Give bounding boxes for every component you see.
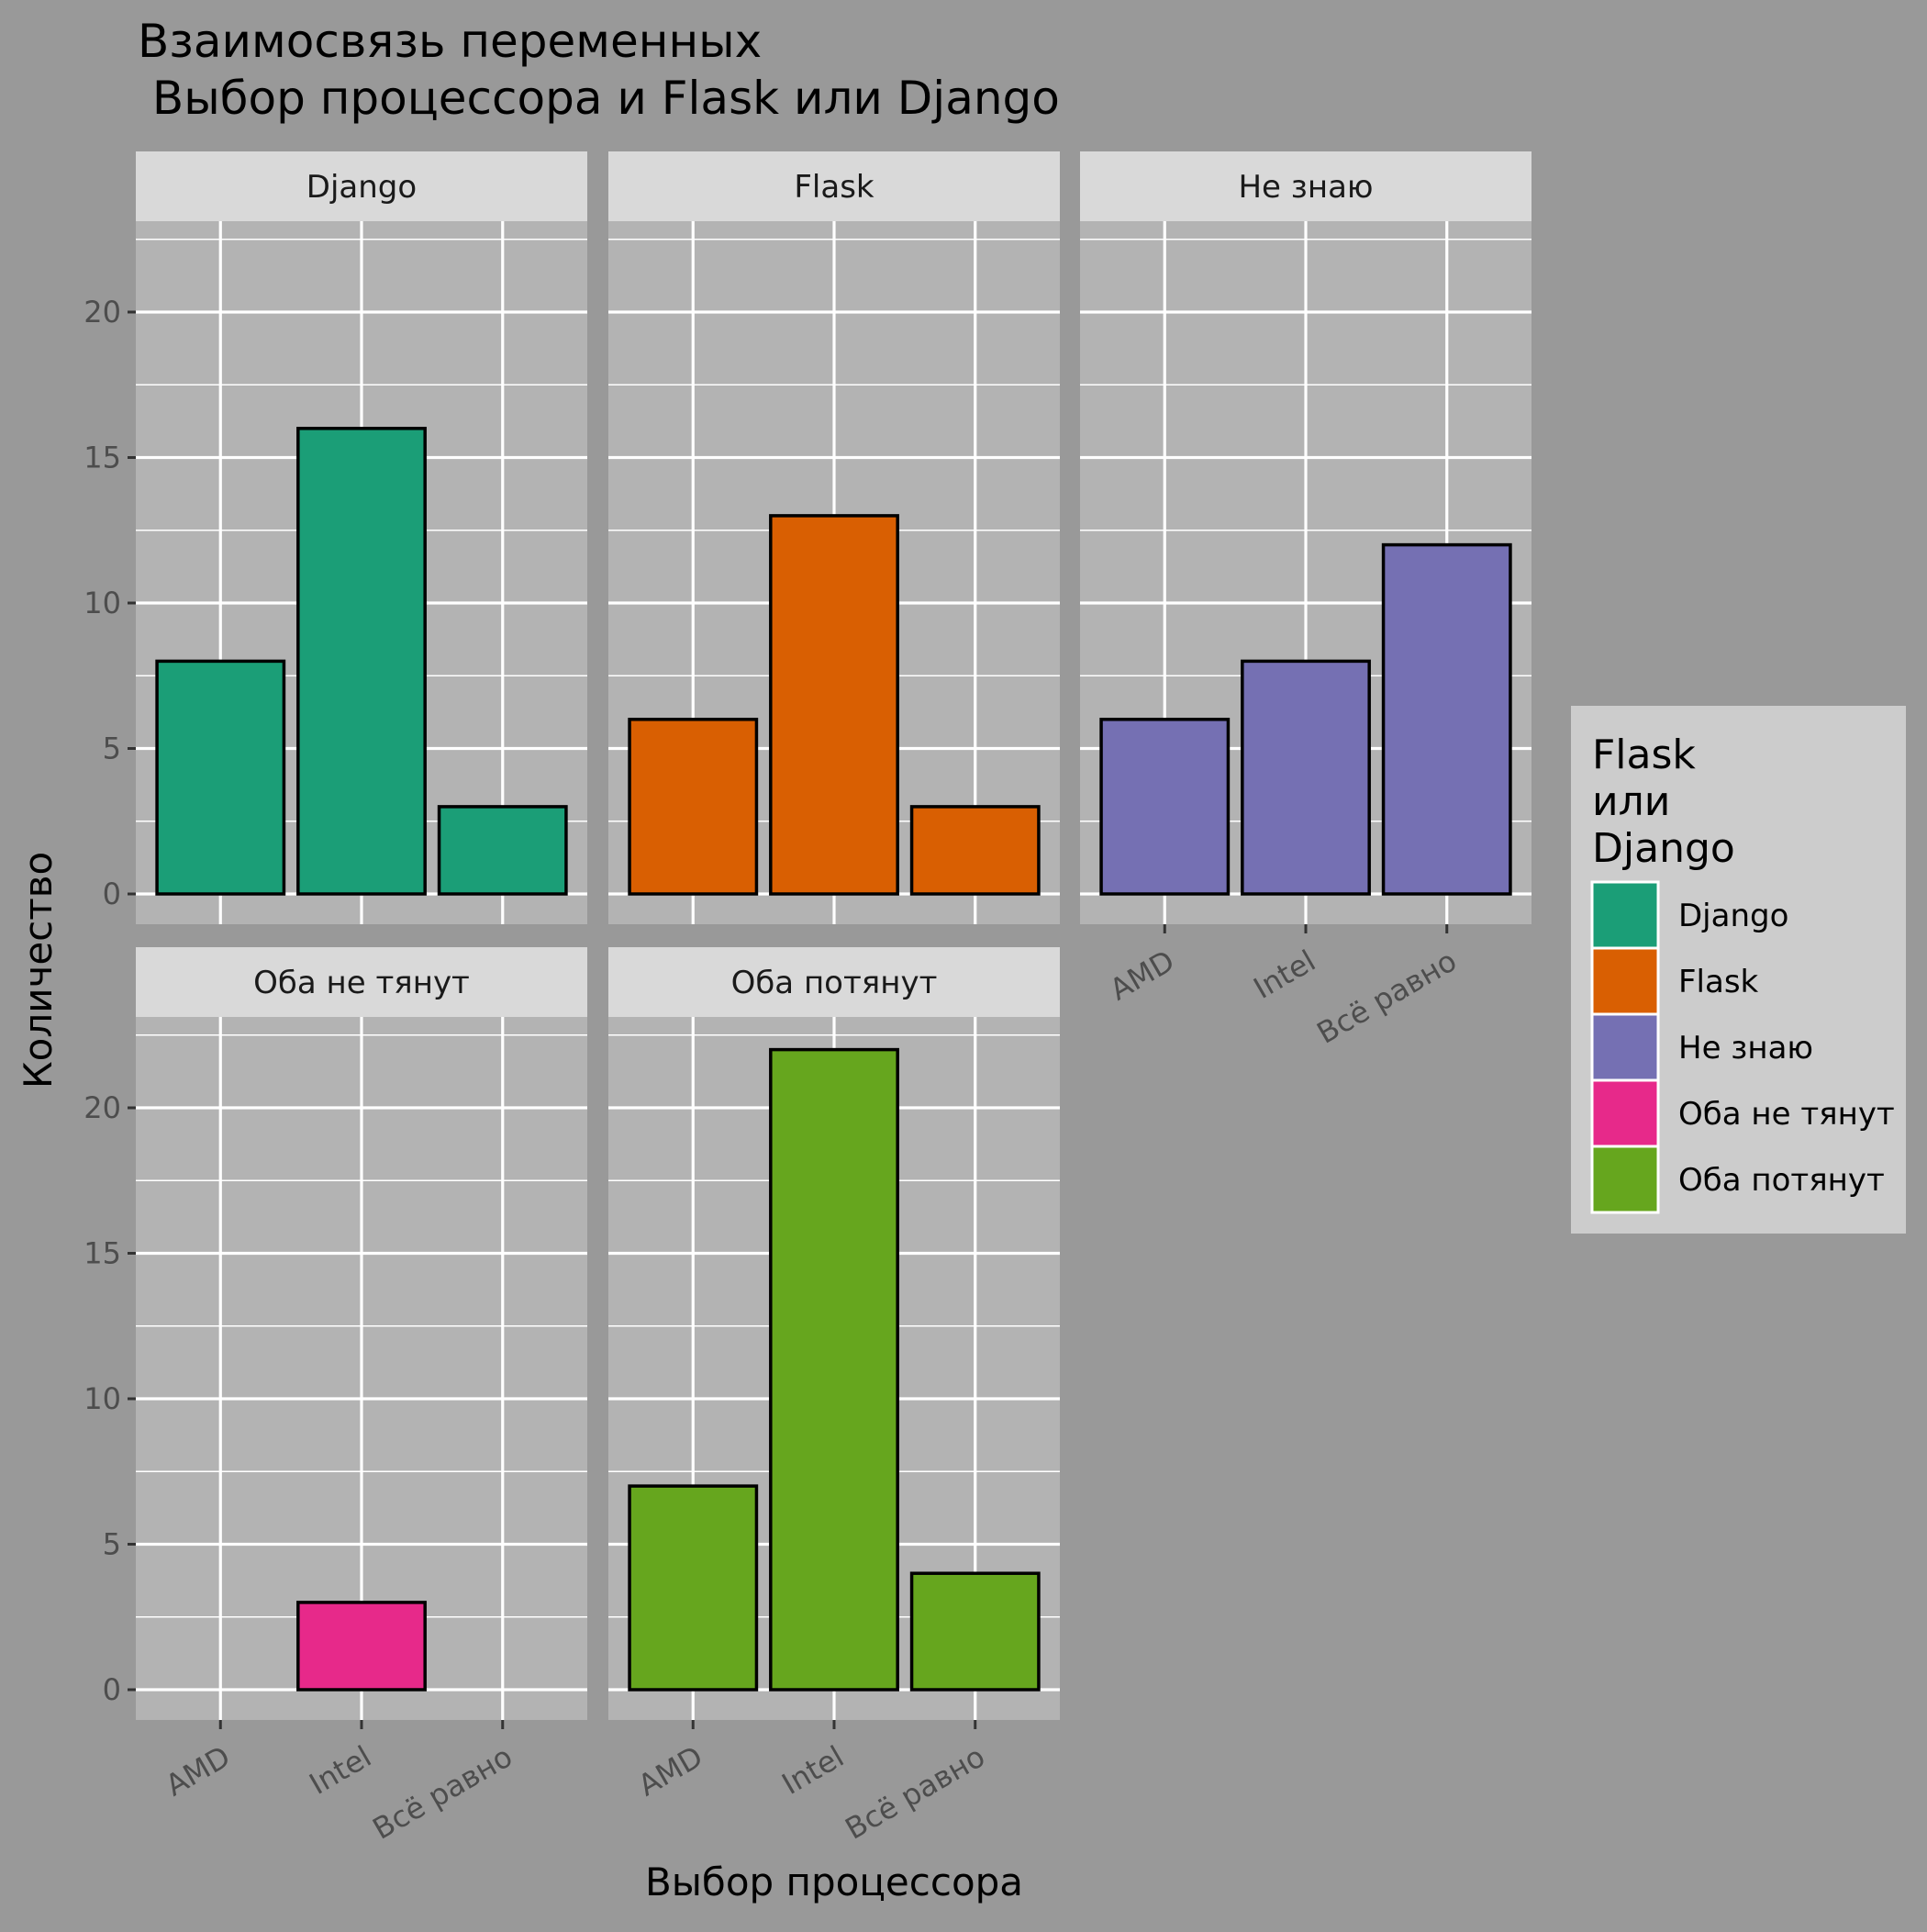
bar-оба-не-тянут-intel [296, 1601, 427, 1692]
y-tick-label: 0 [103, 1672, 121, 1707]
bar-оба-потянут-intel [769, 1047, 899, 1692]
legend-key-django [1590, 880, 1660, 950]
chart-title-line-1: Взаимосвязь переменных [138, 15, 762, 68]
bar-оба-потянут-всё-равно [909, 1571, 1041, 1692]
strip-django [136, 151, 587, 221]
legend-label-не-знаю: Не знаю [1678, 1030, 1813, 1067]
facet-panel-django: Django 0 5 10 15 20 [84, 151, 587, 924]
bar-flask-intel [769, 514, 899, 896]
y-tick-label: 15 [84, 441, 121, 475]
bar-не-знаю-amd [1099, 718, 1231, 896]
strip-label-оба-потянут: Оба потянут [731, 965, 938, 1001]
y-tick-label: 15 [84, 1236, 121, 1271]
y-tick-label: 10 [84, 586, 121, 620]
strip-не-знаю [1080, 151, 1532, 221]
legend-key-оба-потянут [1590, 1145, 1660, 1214]
legend-key-оба-не-тянут [1590, 1078, 1660, 1148]
bar-flask-amd [628, 718, 759, 896]
legend-label-оба-потянут: Оба потянут [1678, 1162, 1885, 1199]
legend-label-оба-не-тянут: Оба не тянут [1678, 1096, 1895, 1133]
bar-не-знаю-всё-равно [1381, 542, 1512, 896]
y-axis-title: Количество [16, 852, 61, 1089]
chart-title-line-2: Выбор процессора и Flask или Django [138, 72, 1060, 125]
legend-key-не-знаю [1590, 1012, 1660, 1082]
legend-title-line: Django [1592, 825, 1735, 872]
bar-flask-всё-равно [909, 805, 1041, 896]
bar-django-amd [155, 659, 286, 896]
bar-не-знаю-intel [1241, 659, 1371, 896]
strip-flask [608, 151, 1060, 221]
strip-label-flask: Flask [794, 169, 874, 206]
legend-title-line: Flask [1592, 731, 1696, 778]
strip-label-оба-не-тянут: Оба не тянут [253, 965, 470, 1001]
x-axis-title: Выбор процессора [645, 1859, 1023, 1904]
strip-label-django: Django [306, 169, 417, 206]
y-tick-label: 20 [84, 1090, 121, 1125]
chart-title: Взаимосвязь переменных Выбор процессора … [138, 15, 1060, 125]
bar-django-всё-равно [437, 805, 568, 896]
legend-label-django: Django [1678, 898, 1788, 934]
legend-title-line: или [1592, 778, 1670, 825]
legend-label-flask: Flask [1678, 964, 1759, 1000]
y-tick-label: 5 [103, 731, 121, 766]
y-tick-label: 0 [103, 877, 121, 911]
strip-label-не-знаю: Не знаю [1238, 169, 1373, 206]
y-tick-label: 5 [103, 1527, 121, 1562]
y-tick-label: 20 [84, 295, 121, 329]
bar-оба-потянут-amd [628, 1484, 759, 1692]
strip-оба-потянут [608, 947, 1060, 1017]
y-tick-label: 10 [84, 1381, 121, 1416]
strip-оба-не-тянут [136, 947, 587, 1017]
bar-django-intel [296, 427, 427, 896]
legend-key-flask [1590, 946, 1660, 1016]
facet-panel-flask: Flask [608, 151, 1060, 924]
